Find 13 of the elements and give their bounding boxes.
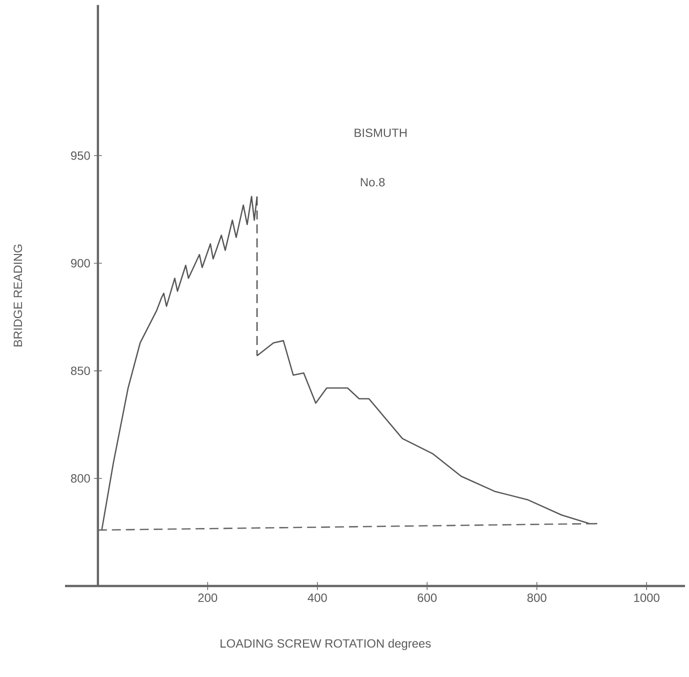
y-tick-label: 900 bbox=[71, 258, 90, 268]
annotation: BISMUTH bbox=[354, 128, 407, 138]
x-tick-label: 400 bbox=[308, 594, 327, 602]
x-tick-label: 800 bbox=[527, 594, 546, 602]
annotation: No.8 bbox=[360, 178, 385, 186]
y-axis-title: BRIDGE READING bbox=[14, 244, 22, 346]
y-tick-label: 800 bbox=[70, 474, 90, 483]
x-tick-label: 200 bbox=[198, 594, 218, 602]
y-tick-label: 850 bbox=[70, 366, 90, 376]
x-tick-label: 600 bbox=[418, 594, 437, 602]
x-axis-title: LOADING SCREW ROTATION degrees bbox=[220, 638, 431, 650]
y-tick-label: 950 bbox=[71, 151, 90, 160]
x-tick-label: 1000 bbox=[634, 594, 660, 602]
